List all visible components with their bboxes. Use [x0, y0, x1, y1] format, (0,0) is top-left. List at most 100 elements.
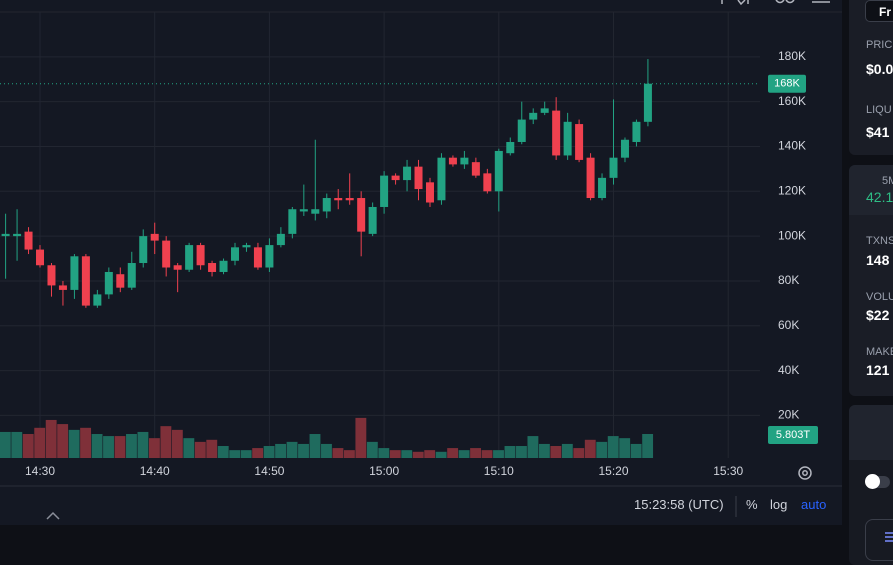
volume-bar	[160, 426, 172, 458]
gear-inner[interactable]	[802, 470, 808, 476]
toggle-knob[interactable]	[865, 474, 880, 489]
candle-body	[139, 236, 148, 264]
candle-body	[448, 157, 457, 165]
y-tick-label: 80K	[778, 273, 799, 287]
candle-body	[253, 247, 262, 268]
last-volume-box	[768, 426, 818, 444]
candle-body	[70, 256, 79, 290]
candle-body	[127, 263, 136, 288]
candle-body	[575, 124, 584, 160]
period-label[interactable]: 5M	[882, 175, 893, 187]
period-tab[interactable]	[849, 165, 893, 215]
menu-lines[interactable]	[885, 532, 893, 542]
bottom-strip	[0, 525, 842, 554]
volume-bar	[630, 443, 642, 458]
volume-bar	[183, 438, 195, 458]
volume-bar	[458, 450, 470, 458]
collapse-chevron[interactable]	[46, 511, 60, 520]
currency-button[interactable]: Fr	[865, 0, 893, 22]
volume-bar	[0, 431, 11, 458]
stats-card: 5M 42.1 TXNS 148 VOLU $22 MAKE 121	[849, 165, 893, 396]
settings-icon[interactable]	[798, 466, 812, 480]
candle-body	[24, 231, 33, 250]
candle-body	[288, 209, 297, 234]
candle-body	[563, 121, 572, 156]
compare-icon[interactable]	[775, 0, 795, 4]
volume-bar	[538, 443, 550, 458]
x-tick-label: 15:00	[369, 464, 399, 478]
candle-body	[643, 83, 652, 122]
volume-bar	[80, 427, 92, 458]
toolbar-icons[interactable]	[721, 0, 830, 6]
volume-bar	[252, 448, 264, 458]
volume-bar	[217, 446, 229, 458]
last-volume-label: 5.803T	[776, 429, 811, 441]
candle-body	[403, 166, 412, 181]
percent-toggle[interactable]: %	[746, 497, 758, 512]
volume-bar	[275, 443, 287, 458]
volume-bar	[343, 450, 355, 458]
indicator-icon[interactable]	[737, 0, 749, 6]
candle-body	[540, 108, 549, 113]
currency-button-text[interactable]: Fr	[879, 5, 891, 19]
candle-body	[460, 157, 469, 165]
candle-body	[471, 162, 480, 176]
stat-label: LIQU	[866, 104, 892, 116]
x-tick-label: 14:50	[254, 464, 284, 478]
period-value[interactable]: 42.1	[866, 189, 893, 205]
volume-bar	[516, 446, 527, 458]
volume-bar	[240, 450, 252, 458]
volume-bar	[229, 450, 241, 458]
trade-tabs[interactable]	[849, 405, 893, 460]
candle-body	[620, 139, 629, 158]
auto-toggle[interactable]: auto	[801, 497, 827, 512]
candle-body	[276, 233, 285, 246]
price-card: Fr PRIC $0.0 LIQU $41	[849, 0, 893, 155]
x-tick-label: 15:10	[484, 464, 514, 478]
volume-bar	[114, 436, 126, 458]
gear-outer[interactable]	[798, 466, 812, 480]
y-tick-label: 160K	[778, 94, 806, 108]
candle-body	[609, 157, 618, 178]
volume-bar	[447, 448, 459, 458]
candle-body	[219, 260, 228, 272]
volume-bar	[309, 434, 321, 458]
volume-bar	[412, 451, 424, 458]
x-tick-label: 14:30	[25, 464, 55, 478]
volume-bar	[561, 443, 573, 458]
candle-body	[598, 177, 607, 199]
candle-body	[391, 175, 400, 181]
candle-body	[506, 141, 515, 154]
y-tick-label: 20K	[778, 408, 799, 422]
volume-bar	[321, 443, 332, 458]
volume-bar	[22, 434, 34, 458]
stat-label: PRIC	[866, 39, 893, 51]
candle-body	[231, 247, 239, 261]
candle-body	[47, 265, 56, 286]
candle-body	[437, 157, 446, 201]
volume-bar	[619, 438, 631, 458]
volume-bar	[389, 450, 401, 458]
y-tick-label: 100K	[778, 228, 806, 242]
volume-bar	[424, 450, 436, 458]
x-tick-label: 14:40	[140, 464, 170, 478]
volume-bar	[435, 451, 447, 458]
volume-bar	[550, 446, 562, 458]
detail-value: $22	[866, 307, 890, 323]
detail-label: TXNS	[866, 235, 893, 247]
candle-body	[299, 209, 308, 212]
candle-body	[322, 198, 331, 212]
log-toggle[interactable]: log	[770, 497, 788, 512]
volume-bar	[470, 448, 482, 458]
candle-body	[173, 265, 182, 270]
volume-bar	[45, 419, 57, 458]
y-tick-label: 40K	[778, 363, 799, 377]
menu-button-icon[interactable]	[883, 528, 893, 548]
candle-body	[265, 245, 274, 268]
candle-body	[208, 263, 217, 272]
candle-body	[414, 166, 423, 190]
volume-bar	[148, 438, 160, 458]
volume-bar	[527, 436, 539, 458]
menu-button[interactable]	[865, 519, 893, 561]
